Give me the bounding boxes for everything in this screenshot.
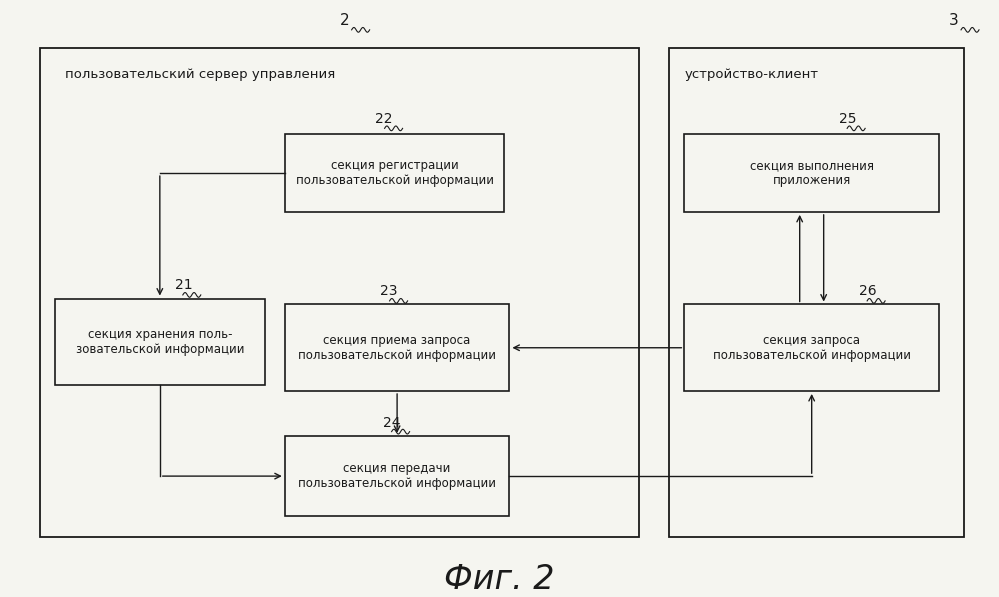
Bar: [669, 48, 964, 537]
Text: Фиг. 2: Фиг. 2: [445, 562, 554, 596]
Text: 22: 22: [375, 112, 393, 127]
Bar: [684, 304, 939, 391]
Text: секция выполнения
приложения: секция выполнения приложения: [749, 159, 874, 187]
Bar: [40, 48, 639, 537]
Text: секция запроса
пользовательской информации: секция запроса пользовательской информац…: [712, 334, 911, 362]
Text: пользовательский сервер управления: пользовательский сервер управления: [65, 68, 336, 81]
Text: устройство-клиент: устройство-клиент: [684, 68, 818, 81]
Text: секция передачи
пользовательской информации: секция передачи пользовательской информа…: [298, 462, 497, 490]
Text: 2: 2: [340, 13, 350, 29]
Text: 21: 21: [175, 278, 193, 293]
Bar: [285, 134, 504, 212]
Text: 25: 25: [839, 112, 857, 127]
Bar: [285, 436, 509, 516]
Text: 23: 23: [380, 284, 398, 298]
Text: 3: 3: [949, 13, 959, 29]
Bar: [55, 298, 265, 385]
Text: секция приема запроса
пользовательской информации: секция приема запроса пользовательской и…: [298, 334, 497, 362]
Text: секция регистрации
пользовательской информации: секция регистрации пользовательской инфо…: [296, 159, 494, 187]
Bar: [684, 134, 939, 212]
Bar: [285, 304, 509, 391]
Text: 24: 24: [383, 416, 401, 430]
Text: 26: 26: [859, 284, 877, 298]
Text: секция хранения поль-
зовательской информации: секция хранения поль- зовательской инфор…: [76, 328, 244, 356]
